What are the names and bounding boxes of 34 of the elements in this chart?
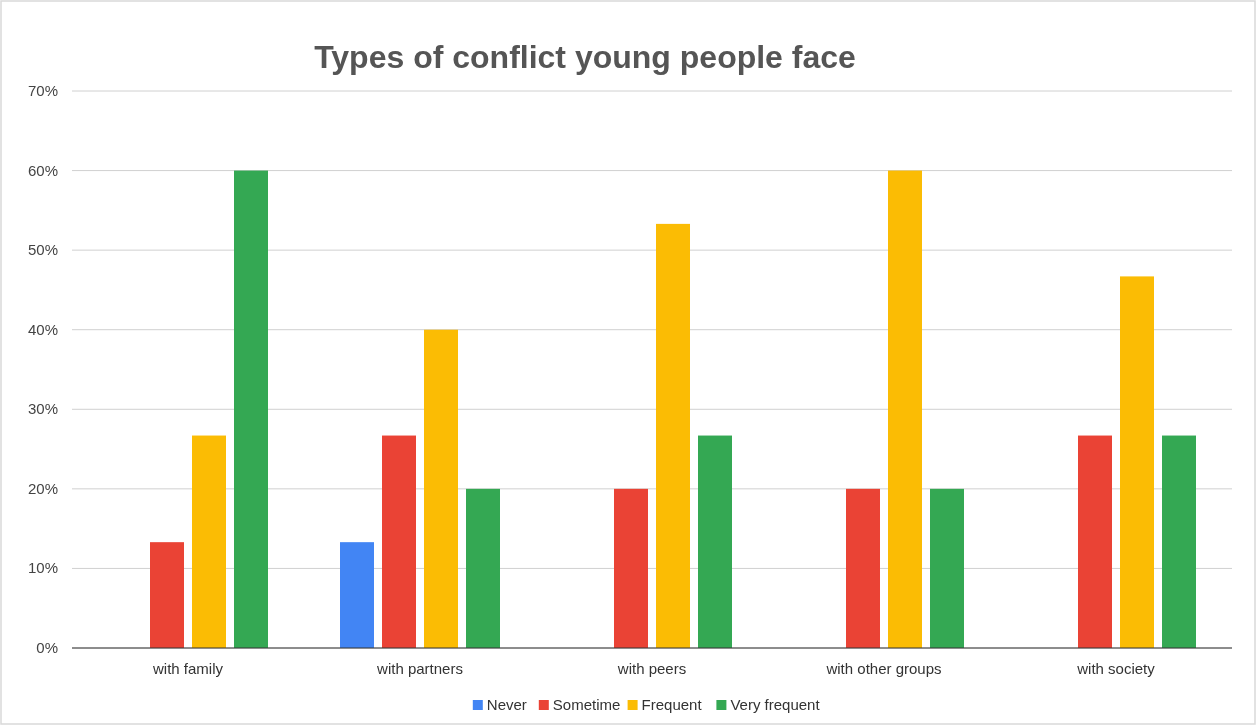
y-tick-label: 0%: [36, 639, 58, 656]
y-tick-label: 10%: [27, 559, 58, 577]
y-tick-label: 20%: [27, 479, 58, 497]
x-tick-label: with society: [1076, 660, 1156, 677]
x-tick-label: with partners: [376, 660, 463, 677]
bar: [1078, 435, 1112, 648]
x-tick-label: with family: [151, 660, 224, 677]
bar: [1162, 435, 1196, 648]
legend-label: Sometime: [552, 696, 621, 713]
bar: [382, 435, 416, 648]
y-tick-label: 40%: [27, 320, 58, 338]
bar: [234, 170, 268, 648]
bar: [340, 542, 374, 648]
bar: [614, 488, 648, 648]
chart-title: Types of conflict young people face: [314, 39, 856, 75]
bar: [150, 542, 184, 648]
legend-label: Never: [486, 696, 527, 713]
bar: [698, 435, 732, 648]
bar: [1120, 276, 1154, 648]
bar: [424, 329, 458, 648]
x-tick-label: with peers: [616, 660, 687, 677]
bar: [656, 223, 690, 648]
bar: [466, 488, 500, 648]
legend-label: Very frequent: [730, 696, 821, 713]
y-tick-label: 50%: [27, 241, 58, 259]
bar: [888, 170, 922, 648]
bar: [192, 435, 226, 648]
y-tick-label: 70%: [27, 82, 58, 99]
x-tick-label: with other groups: [825, 660, 942, 677]
bar: [846, 488, 880, 648]
y-tick-label: 30%: [27, 400, 58, 418]
y-tick-label: 60%: [27, 161, 58, 179]
legend-label: Frequent: [641, 696, 703, 713]
bar: [930, 488, 964, 648]
